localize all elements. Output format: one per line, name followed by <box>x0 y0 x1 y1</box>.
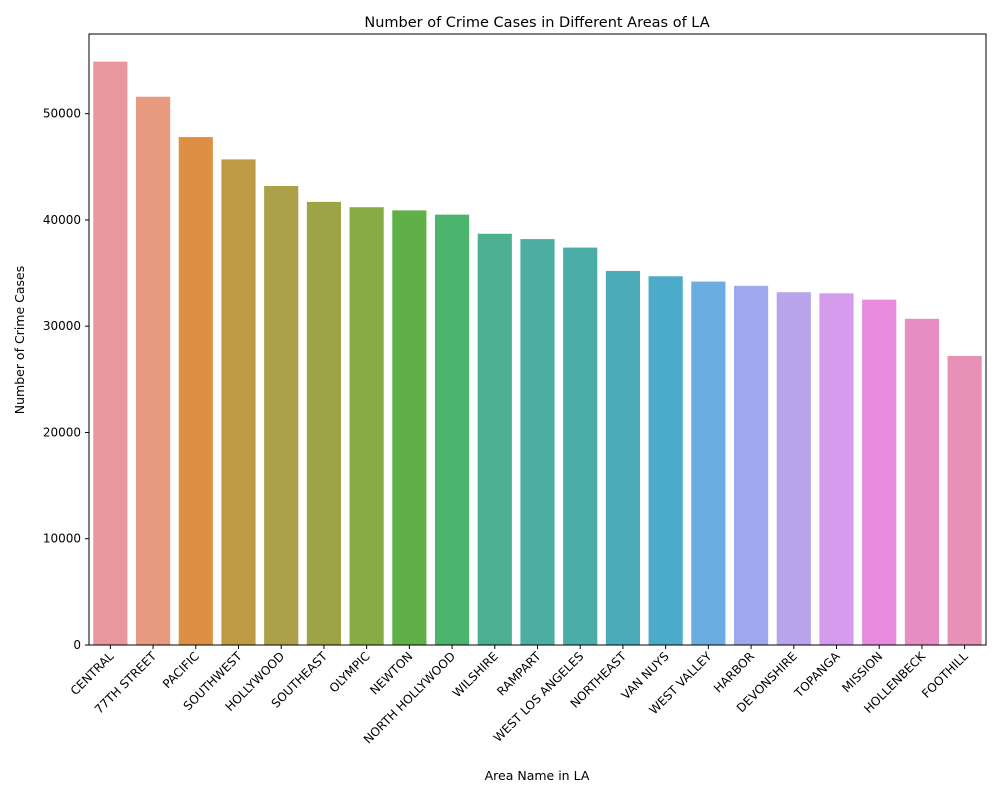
x-axis-label: Area Name in LA <box>485 768 590 783</box>
bar-hollenbeck <box>904 318 940 645</box>
chart-title: Number of Crime Cases in Different Areas… <box>364 15 709 31</box>
bar-mission <box>862 299 897 645</box>
bar-west-los-angeles <box>563 247 598 645</box>
bar-west-valley <box>691 281 726 645</box>
x-tick-label: TOPANGA <box>791 649 843 701</box>
x-tick-label: WILSHIRE <box>450 649 501 700</box>
y-tick-label: 40000 <box>43 213 81 227</box>
x-tick-label: PACIFIC <box>160 649 202 691</box>
bar-newton <box>392 210 427 645</box>
plot-frame <box>88 33 987 646</box>
bar-northeast <box>605 270 641 645</box>
bar-north-hollywood <box>434 214 470 645</box>
bar-foothill <box>947 355 982 645</box>
bar-wilshire <box>477 233 512 645</box>
bar-devonshire <box>776 292 811 645</box>
bar-pacific <box>178 137 213 645</box>
y-axis-label: Number of Crime Cases <box>12 266 27 415</box>
y-axis-ticks: 0 10000 20000 30000 40000 50000 <box>43 107 89 652</box>
y-tick-label: 10000 <box>43 532 81 546</box>
y-tick-label: 50000 <box>43 107 81 121</box>
bar-rampart <box>520 239 555 645</box>
bar-central <box>93 61 128 646</box>
bars-group <box>93 61 982 646</box>
bar-topanga <box>819 293 854 645</box>
bar-77th-street <box>135 96 171 646</box>
y-tick-label: 30000 <box>43 319 81 333</box>
bar-southeast <box>306 201 342 645</box>
y-tick-label: 0 <box>73 638 81 652</box>
x-tick-label: FOOTHILL <box>919 649 971 701</box>
bar-hollywood <box>264 185 299 645</box>
bar-southwest <box>221 159 256 646</box>
x-tick-label: OLYMPIC <box>327 649 373 695</box>
bar-harbor <box>733 285 769 645</box>
y-tick-label: 20000 <box>43 425 81 439</box>
bar-olympic <box>349 207 384 646</box>
bar-van-nuys <box>648 276 683 645</box>
